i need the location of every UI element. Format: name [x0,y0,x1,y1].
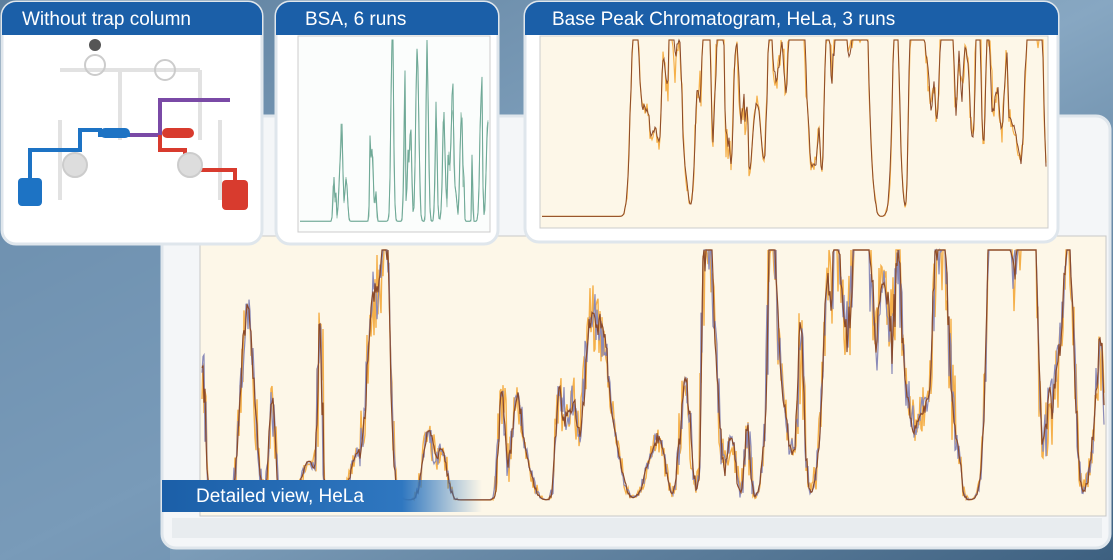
panel-title: BSA, 6 runs [305,9,406,30]
panel-title: Without trap column [22,9,191,30]
scene: Detailed view, HeLa Without trap column … [0,0,1113,560]
detail-toolbar [172,518,1102,538]
detail-title: Detailed view, HeLa [196,486,364,507]
panel-title: Base Peak Chromatogram, HeLa, 3 runs [552,9,895,30]
detail-plot-area [200,236,1106,516]
